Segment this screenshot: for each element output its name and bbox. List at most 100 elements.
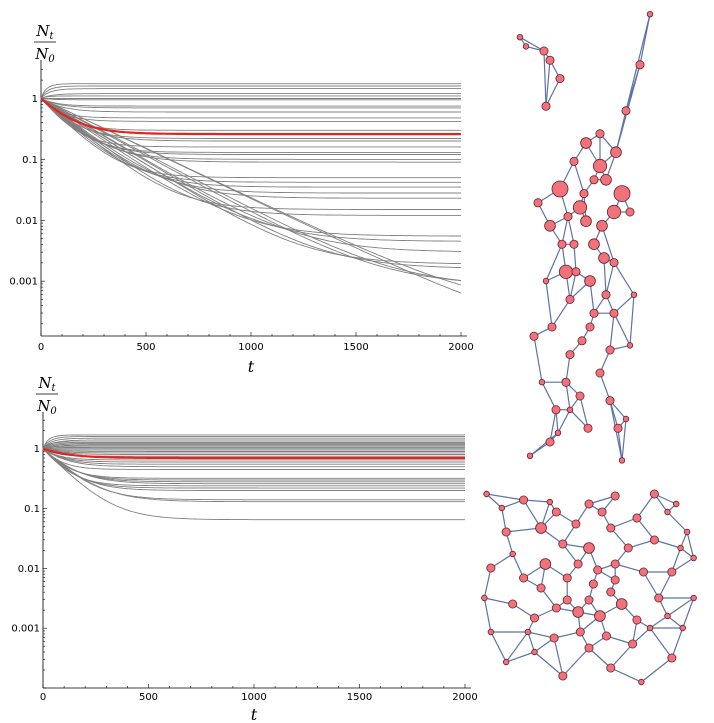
graph-edge	[588, 647, 612, 669]
series-line	[42, 448, 465, 487]
graph-edge	[505, 651, 535, 663]
graph-node	[635, 60, 645, 70]
series-line	[40, 98, 461, 199]
graph-node	[573, 559, 583, 569]
graph-node	[519, 495, 529, 505]
graph-node	[561, 377, 571, 387]
series-line	[42, 437, 465, 449]
graph-node	[621, 106, 631, 116]
graph-edge	[561, 216, 569, 245]
graph-edge	[565, 382, 571, 410]
series-line	[40, 95, 461, 99]
graph-edge	[667, 615, 684, 629]
x-axis-label: t	[248, 357, 255, 376]
series-line	[42, 448, 465, 461]
graph-node	[524, 628, 532, 636]
graph-node	[571, 267, 581, 277]
graph-edge	[562, 647, 590, 677]
graph-node	[593, 565, 603, 575]
y-tick-label: 0.01	[18, 564, 40, 575]
y-tick-label: 1	[34, 444, 40, 455]
graph-node	[572, 200, 588, 215]
series-line	[42, 442, 465, 450]
series-line	[42, 445, 465, 450]
graph-edge	[553, 637, 564, 677]
graph-node	[654, 593, 664, 603]
series-line	[40, 98, 462, 282]
graph-node	[589, 175, 599, 185]
graph-node	[584, 595, 594, 605]
graph-node	[592, 158, 608, 174]
graph-node	[558, 671, 568, 681]
series-line	[40, 98, 462, 294]
graph-edge	[682, 597, 695, 629]
graph-node	[649, 535, 659, 545]
series-line	[40, 98, 461, 113]
graph-node	[530, 613, 540, 623]
graph-node	[596, 220, 608, 232]
graph-edge	[579, 395, 589, 429]
graph-edge	[569, 271, 577, 300]
graph-edge	[573, 244, 577, 272]
y-tick-label: 0.001	[11, 624, 40, 635]
graph-edge	[545, 280, 553, 328]
graph-node	[626, 342, 634, 349]
series-line	[42, 434, 465, 449]
graph-edge	[614, 563, 644, 573]
graph-node	[542, 277, 550, 285]
graph-node	[677, 544, 684, 552]
y-axis-label-denominator-sub: 0	[50, 406, 57, 417]
graph-edge	[565, 354, 571, 383]
graph-node	[584, 499, 594, 509]
graph-node	[519, 573, 529, 583]
graph-edge	[541, 381, 557, 411]
graph-node	[516, 34, 524, 41]
graph-node	[575, 627, 585, 637]
series-line	[42, 436, 465, 449]
graph-node	[558, 264, 574, 279]
series-line	[40, 98, 461, 265]
graph-edge	[615, 110, 627, 153]
graph-edge	[621, 418, 627, 461]
graph-node	[595, 129, 605, 139]
graph-node	[536, 583, 546, 593]
graph-node	[632, 615, 642, 625]
series-line	[42, 439, 465, 450]
graph-edge	[628, 539, 655, 549]
series-line	[40, 98, 461, 119]
x-tick-label: 2000	[448, 342, 473, 353]
graph-node	[638, 678, 645, 686]
graph-edge	[534, 651, 564, 677]
graph-node	[690, 594, 697, 602]
graph-node	[565, 294, 575, 304]
graph-edge	[649, 627, 673, 659]
graph-node	[580, 215, 592, 228]
series-line	[40, 98, 461, 179]
graph-edge	[603, 257, 607, 295]
graph-node	[579, 189, 589, 199]
graph-edge	[658, 571, 673, 599]
graph-edge	[505, 631, 529, 663]
graph-node	[622, 415, 630, 423]
graph-node	[555, 74, 565, 84]
graph-edge	[549, 409, 557, 443]
graph-node	[623, 543, 633, 553]
series-line	[40, 98, 461, 142]
series-line	[42, 448, 465, 468]
y-tick-label: 0.1	[22, 155, 38, 166]
graph-node	[664, 508, 671, 516]
graph-node	[546, 498, 553, 506]
y-axis-label-denominator-sub: 0	[48, 54, 55, 65]
x-tick-label: 1000	[241, 692, 266, 703]
series-line	[42, 448, 465, 470]
graph-edge	[529, 432, 559, 457]
graph-edge	[486, 493, 524, 501]
graph-node	[531, 648, 538, 656]
graph-node	[547, 322, 557, 332]
graph-edge	[543, 50, 547, 107]
graph-node	[580, 137, 592, 149]
y-tick-label: 0.1	[24, 504, 40, 515]
graph-node	[667, 653, 677, 663]
graph-node	[600, 174, 612, 186]
